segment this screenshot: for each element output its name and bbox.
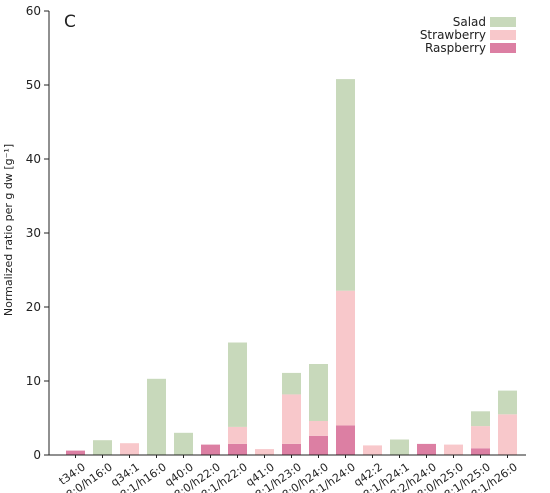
bar-raspberry-5 <box>201 444 220 455</box>
bar-salad-1 <box>93 440 112 455</box>
bar-salad-9 <box>309 364 328 421</box>
bar-raspberry-0 <box>66 450 85 455</box>
bar-strawberry-7 <box>255 449 274 455</box>
y-tick-label: 40 <box>26 152 41 166</box>
bar-salad-15 <box>471 411 490 427</box>
bar-strawberry-15 <box>471 426 490 449</box>
bars-layer <box>66 79 517 455</box>
bar-raspberry-6 <box>228 443 247 455</box>
bar-raspberry-9 <box>309 435 328 455</box>
bar-salad-3 <box>147 378 166 455</box>
bar-salad-12 <box>390 439 409 455</box>
bar-salad-4 <box>174 432 193 455</box>
axes-layer: 0102030405060t34:0t18:0/h16:0q34:1t18:1/… <box>26 4 526 493</box>
y-tick-label: 0 <box>33 448 41 462</box>
bar-salad-6 <box>228 342 247 427</box>
bar-strawberry-2 <box>120 443 139 455</box>
bar-strawberry-10 <box>336 290 355 426</box>
y-tick-label: 10 <box>26 374 41 388</box>
bar-strawberry-16 <box>498 414 517 455</box>
y-tick-label: 20 <box>26 300 41 314</box>
y-tick-label: 60 <box>26 4 41 18</box>
y-tick-label: 50 <box>26 78 41 92</box>
legend-swatch-salad <box>490 17 516 27</box>
bar-raspberry-15 <box>471 448 490 455</box>
bar-salad-10 <box>336 79 355 291</box>
bar-raspberry-8 <box>282 443 301 455</box>
legend-swatch-raspberry <box>490 43 516 53</box>
bar-raspberry-13 <box>417 443 436 455</box>
bar-strawberry-14 <box>444 444 463 455</box>
bar-salad-8 <box>282 372 301 395</box>
bar-strawberry-9 <box>309 421 328 436</box>
bar-raspberry-10 <box>336 425 355 455</box>
legend-swatch-strawberry <box>490 30 516 40</box>
legend-label-strawberry: Strawberry <box>420 28 486 42</box>
y-tick-label: 30 <box>26 226 41 240</box>
bar-strawberry-6 <box>228 426 247 444</box>
bar-strawberry-11 <box>363 445 382 455</box>
bar-salad-16 <box>498 390 517 415</box>
panel-label: C <box>64 12 76 32</box>
legend-label-salad: Salad <box>453 15 486 29</box>
legend-label-raspberry: Raspberry <box>425 41 486 55</box>
y-axis-label: Normalized ratio per g dw [g⁻¹] <box>2 144 15 316</box>
bar-strawberry-8 <box>282 394 301 444</box>
